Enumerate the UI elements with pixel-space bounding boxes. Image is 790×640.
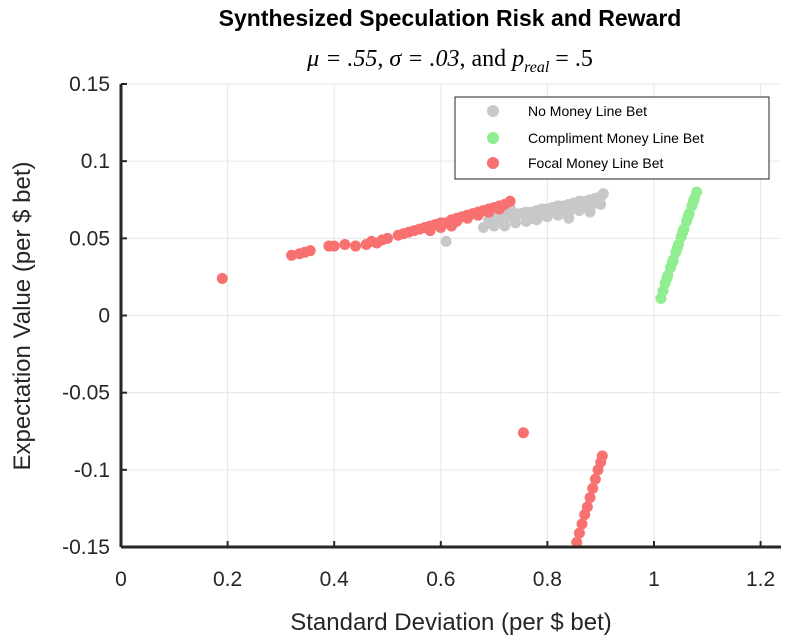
legend-label-focal-money-line: Focal Money Line Bet: [528, 155, 664, 171]
data-point: [597, 188, 609, 200]
data-point: [671, 242, 683, 254]
data-point: [573, 527, 585, 539]
legend-marker-focal-money-line: [487, 157, 499, 169]
data-point: [571, 536, 583, 548]
data-point: [568, 201, 580, 213]
x-tick-label: 0.6: [426, 568, 455, 591]
data-point: [536, 209, 548, 221]
legend-label-compliment-money-line: Compliment Money Line Bet: [528, 130, 704, 146]
data-point: [525, 212, 537, 224]
data-point: [666, 257, 678, 269]
data-point: [424, 225, 436, 237]
data-point: [677, 226, 689, 238]
y-tick-label: -0.15: [62, 536, 110, 559]
x-tick-label: 0: [115, 568, 127, 591]
data-point: [547, 206, 559, 218]
data-point: [382, 232, 393, 244]
y-tick-label: 0.05: [69, 227, 110, 250]
y-tick-label: 0: [98, 305, 110, 328]
series-0: [440, 188, 609, 247]
data-point: [589, 473, 601, 485]
data-point: [596, 450, 608, 462]
x-tick-label: 1: [648, 568, 660, 591]
data-point: [661, 272, 673, 284]
data-point: [339, 239, 351, 251]
data-point: [563, 212, 575, 224]
data-points: [216, 186, 703, 548]
series-2: [216, 195, 608, 548]
legend-marker-compliment-money-line: [487, 132, 499, 144]
x-tick-label: 0.2: [213, 568, 242, 591]
data-point: [509, 217, 521, 229]
legend-label-no-money-line: No Money Line Bet: [528, 103, 647, 119]
data-point: [216, 272, 228, 284]
data-point: [499, 220, 511, 232]
data-point: [304, 245, 316, 257]
x-axis-label: Standard Deviation (per $ bet): [290, 609, 612, 636]
y-tick-label: -0.05: [62, 382, 110, 405]
y-tick-label: -0.1: [74, 459, 110, 482]
chart-title: Synthesized Speculation Risk and Reward: [219, 5, 682, 31]
data-point: [461, 212, 473, 224]
data-point: [493, 203, 505, 215]
chart-subtitle: μ = .55, σ = .03, and preal = .5: [306, 46, 593, 76]
legend-box: [454, 96, 770, 180]
y-axis-ticks: 0.15 0.1 0.05 0 -0.05 -0.1 -0.15: [62, 73, 127, 559]
data-point: [687, 195, 699, 207]
data-point: [472, 209, 484, 221]
data-point: [576, 518, 588, 530]
legend-marker-no-money-line: [487, 105, 499, 117]
series-1: [655, 186, 703, 305]
data-point: [440, 235, 452, 247]
data-point: [435, 222, 447, 234]
x-tick-label: 1.2: [746, 568, 775, 591]
legend: No Money Line Bet Compliment Money Line …: [454, 96, 770, 180]
data-point: [584, 492, 596, 504]
data-point: [581, 198, 593, 210]
y-axis-label: Expectation Value (per $ bet): [9, 161, 36, 470]
data-point: [483, 206, 495, 218]
data-point: [517, 427, 529, 439]
x-tick-label: 0.4: [320, 568, 350, 591]
y-tick-label: 0.15: [69, 73, 110, 96]
data-point: [682, 211, 694, 223]
y-tick-label: 0.1: [81, 150, 110, 173]
data-point: [504, 195, 516, 207]
data-point: [328, 240, 340, 252]
data-point: [581, 501, 593, 513]
data-point: [477, 222, 489, 234]
data-point: [691, 186, 703, 198]
data-point: [350, 240, 362, 252]
data-point: [587, 482, 599, 494]
data-point: [557, 203, 569, 215]
x-tick-label: 0.8: [533, 568, 562, 591]
data-point: [445, 220, 457, 232]
